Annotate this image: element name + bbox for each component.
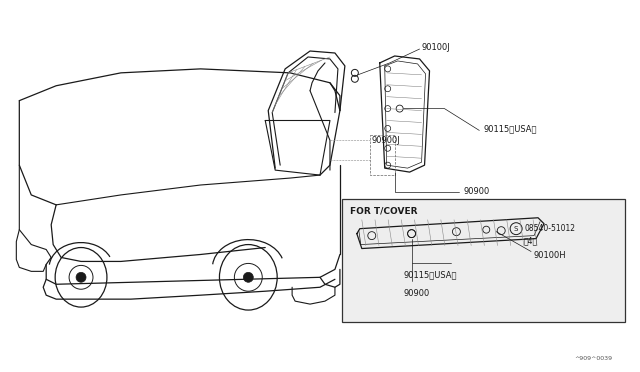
Circle shape xyxy=(243,272,253,282)
Text: 90900J: 90900J xyxy=(372,136,401,145)
Text: 90900: 90900 xyxy=(404,289,430,298)
Text: ^909^0039: ^909^0039 xyxy=(574,356,612,361)
Text: 90900: 90900 xyxy=(463,187,490,196)
Circle shape xyxy=(76,272,86,282)
Text: 08540-51012: 08540-51012 xyxy=(524,224,575,233)
Text: 90115〈USA〉: 90115〈USA〉 xyxy=(483,124,537,133)
Text: 90100J: 90100J xyxy=(422,42,451,52)
Text: S: S xyxy=(514,226,518,232)
Text: 90115〈USA〉: 90115〈USA〉 xyxy=(404,271,457,280)
Text: 90100H: 90100H xyxy=(533,251,566,260)
Text: 〸4〹: 〸4〹 xyxy=(524,236,538,245)
Text: FOR T/COVER: FOR T/COVER xyxy=(350,206,417,215)
Bar xyxy=(342,199,625,322)
